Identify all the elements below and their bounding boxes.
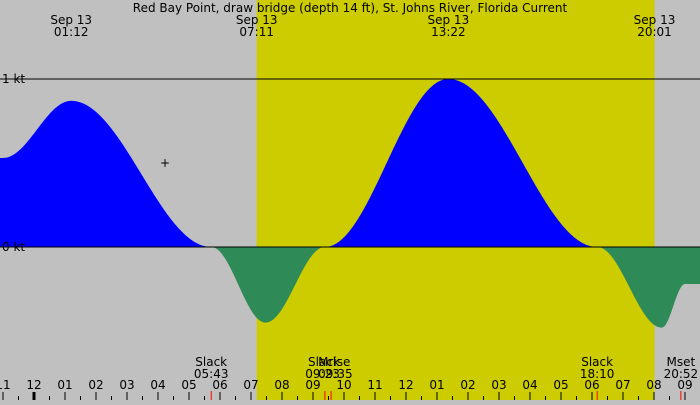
x-axis-ticks: 11 12 01 02 03 04 05 06 07 08 09 10 11 12 01 02 03 04 05 06… bbox=[0, 378, 693, 400]
chart-title: Red Bay Point, draw bridge (depth 14 ft)… bbox=[133, 1, 568, 15]
x-tick-label-22: 09 bbox=[677, 378, 692, 392]
x-tick-label-10: 09 bbox=[305, 378, 320, 392]
x-tick-label-11: 10 bbox=[336, 378, 351, 392]
bottom-event-time-4: 20:52 bbox=[664, 367, 699, 381]
x-tick-label-2: 01 bbox=[57, 378, 72, 392]
bottom-event-label-4: Mset bbox=[667, 355, 696, 369]
bottom-event-time-2: 09:35 bbox=[318, 367, 353, 381]
x-tick-label-4: 03 bbox=[119, 378, 134, 392]
x-tick-label-14: 01 bbox=[429, 378, 444, 392]
bottom-event-label-3: Slack bbox=[581, 355, 613, 369]
bottom-event-time-3: 18:10 bbox=[580, 367, 615, 381]
flood-area-2 bbox=[325, 79, 597, 247]
top-event-date-2: Sep 13 bbox=[428, 13, 470, 27]
top-event-date-3: Sep 13 bbox=[634, 13, 676, 27]
x-tick-label-19: 06 bbox=[584, 378, 599, 392]
y-label-0kt: 0 kt bbox=[2, 240, 25, 254]
current-areas bbox=[0, 79, 700, 328]
x-tick-label-21: 08 bbox=[646, 378, 661, 392]
x-tick-label-0: 11 bbox=[0, 378, 11, 392]
top-event-time-3: 20:01 bbox=[637, 25, 672, 39]
x-tick-label-7: 06 bbox=[212, 378, 227, 392]
bottom-event-time-0: 05:43 bbox=[194, 367, 229, 381]
x-tick-label-15: 02 bbox=[460, 378, 475, 392]
x-tick-label-1: 12 bbox=[26, 378, 41, 392]
x-tick-label-3: 02 bbox=[88, 378, 103, 392]
x-tick-label-20: 07 bbox=[615, 378, 630, 392]
y-label-1kt: 1 kt bbox=[2, 72, 25, 86]
bottom-event-label-0: Slack bbox=[195, 355, 227, 369]
top-event-time-0: 01:12 bbox=[54, 25, 89, 39]
bottom-event-label-1: Slack bbox=[308, 355, 340, 369]
ebb-area-3 bbox=[598, 247, 700, 328]
x-tick-label-8: 07 bbox=[243, 378, 258, 392]
crosshair-marker: + bbox=[160, 156, 170, 170]
x-tick-label-5: 04 bbox=[150, 378, 165, 392]
x-tick-label-16: 03 bbox=[491, 378, 506, 392]
top-event-date-0: Sep 13 bbox=[50, 13, 92, 27]
x-tick-label-6: 05 bbox=[181, 378, 196, 392]
top-event-time-1: 07:11 bbox=[239, 25, 274, 39]
x-tick-label-13: 12 bbox=[398, 378, 413, 392]
bottom-event-label-2: Mrise bbox=[318, 355, 350, 369]
x-tick-label-9: 08 bbox=[274, 378, 289, 392]
x-tick-label-12: 11 bbox=[367, 378, 382, 392]
bottom-event-labels: Slack05:43Slack09:23Mrise09:35Slack18:10… bbox=[194, 355, 698, 400]
top-event-date-1: Sep 13 bbox=[236, 13, 278, 27]
top-event-time-2: 13:22 bbox=[431, 25, 466, 39]
flood-area-0 bbox=[0, 100, 211, 247]
x-tick-label-17: 04 bbox=[522, 378, 537, 392]
x-tick-label-18: 05 bbox=[553, 378, 568, 392]
ebb-area-1 bbox=[212, 247, 324, 323]
bottom-event-time-1: 09:23 bbox=[305, 367, 340, 381]
